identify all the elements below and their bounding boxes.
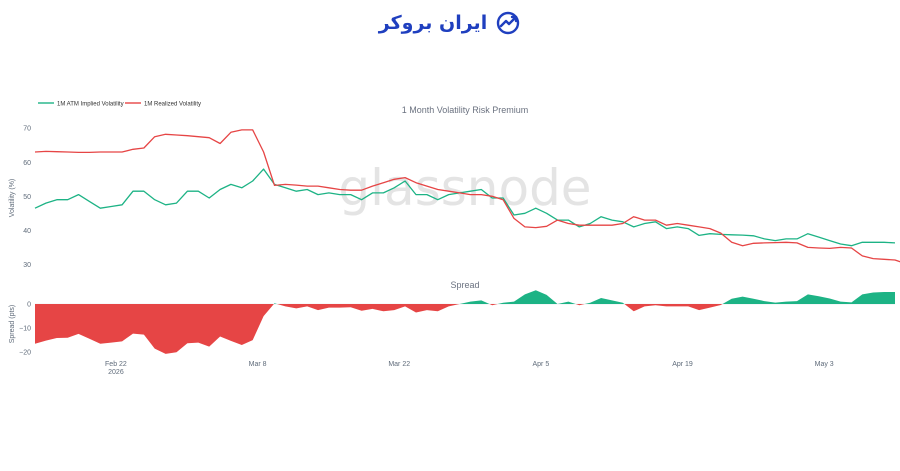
x-axis-ticks: Feb 22 2026 Mar 8 Mar 22 Apr 5 Apr 19 May 3	[105, 361, 834, 376]
y-tick-label: 30	[23, 262, 31, 269]
spread-area	[35, 290, 895, 354]
y-tick-label: 50	[23, 194, 31, 201]
spread-negative-area	[35, 304, 895, 354]
legend-label-realized: 1M Realized Volatility	[144, 102, 201, 108]
x-tick-label: Mar 22	[388, 361, 410, 368]
spread-positive-area	[35, 290, 895, 304]
spread-y-tick-label: 0	[27, 302, 31, 309]
y-tick-label: 70	[23, 126, 31, 133]
legend-label-implied: 1M ATM Implied Volatility	[57, 102, 124, 108]
spread-y-tick-label: −20	[19, 350, 31, 357]
y-axis-title-volatility: Volatility (%)	[9, 179, 16, 218]
y-tick-label: 60	[23, 160, 31, 167]
spread-y-tick-label: −10	[19, 326, 31, 333]
implied-volatility-line	[34, 168, 896, 247]
volatility-lines	[34, 129, 900, 263]
x-tick-label: Apr 19	[672, 361, 693, 368]
brand-name: ایران بروکر	[378, 12, 488, 34]
x-tick-label: Mar 8	[249, 361, 267, 368]
x-tick-label: Feb 22 2026	[105, 361, 127, 376]
y-tick-label: 40	[23, 228, 31, 235]
y-axis-title-spread: Spread (pts)	[9, 305, 16, 344]
brand-header: ایران بروکر	[0, 10, 900, 36]
chart-title: 1 Month Volatility Risk Premium	[402, 105, 529, 115]
x-tick-label: Apr 5	[533, 361, 550, 368]
volatility-y-ticks: 30 40 50 60 70	[23, 126, 31, 269]
spread-title: Spread	[450, 280, 479, 290]
x-tick-label: May 3	[815, 361, 834, 368]
watermark: glassnode	[338, 159, 591, 217]
realized-volatility-line	[34, 129, 900, 263]
legend: 1M ATM Implied Volatility 1M Realized Vo…	[38, 102, 201, 108]
chart-up-arrow-icon	[497, 11, 520, 35]
